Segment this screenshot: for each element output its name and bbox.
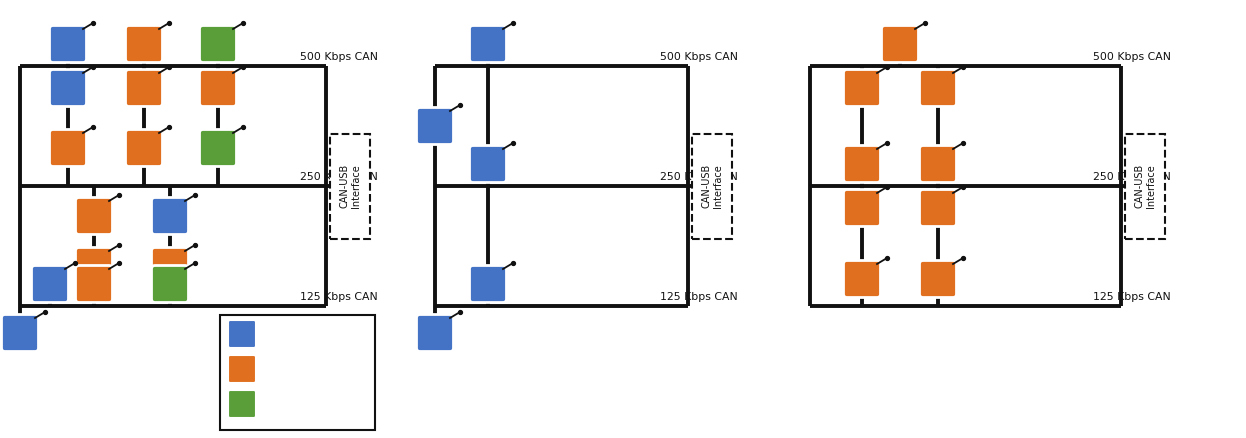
Text: OEM #1: OEM #1 — [265, 328, 316, 340]
Text: 250 Kbps CAN: 250 Kbps CAN — [300, 172, 378, 182]
FancyBboxPatch shape — [126, 70, 162, 106]
FancyBboxPatch shape — [126, 25, 162, 63]
FancyBboxPatch shape — [920, 145, 957, 183]
Bar — [1125, 134, 1165, 239]
FancyBboxPatch shape — [199, 25, 237, 63]
Text: 250 Kbps CAN: 250 Kbps CAN — [660, 172, 738, 182]
Bar — [330, 134, 370, 239]
FancyBboxPatch shape — [152, 198, 188, 234]
Text: OEM #3: OEM #3 — [265, 398, 316, 410]
FancyBboxPatch shape — [152, 265, 188, 303]
Text: 500 Kbps CAN: 500 Kbps CAN — [1093, 52, 1171, 62]
Text: CAN-USB
Interface: CAN-USB Interface — [339, 164, 361, 208]
Text: 125 Kbps CAN: 125 Kbps CAN — [1093, 292, 1171, 302]
FancyBboxPatch shape — [920, 70, 957, 106]
FancyBboxPatch shape — [76, 265, 112, 303]
Text: 500 Kbps CAN: 500 Kbps CAN — [660, 52, 738, 62]
FancyBboxPatch shape — [126, 130, 162, 166]
Text: OEM #2: OEM #2 — [265, 363, 316, 375]
FancyBboxPatch shape — [50, 70, 86, 106]
Text: 250 Kbps CAN: 250 Kbps CAN — [1093, 172, 1171, 182]
FancyBboxPatch shape — [50, 25, 86, 63]
FancyBboxPatch shape — [920, 261, 957, 297]
FancyBboxPatch shape — [152, 247, 188, 285]
FancyBboxPatch shape — [1, 314, 39, 352]
FancyBboxPatch shape — [470, 265, 507, 303]
FancyBboxPatch shape — [199, 130, 237, 166]
FancyBboxPatch shape — [844, 70, 881, 106]
FancyBboxPatch shape — [844, 190, 881, 226]
FancyBboxPatch shape — [228, 355, 255, 383]
Text: 125 Kbps CAN: 125 Kbps CAN — [660, 292, 738, 302]
FancyBboxPatch shape — [470, 25, 507, 63]
Text: CAN-USB
Interface: CAN-USB Interface — [701, 164, 723, 208]
Text: 500 Kbps CAN: 500 Kbps CAN — [300, 52, 378, 62]
FancyBboxPatch shape — [920, 190, 957, 226]
Bar — [692, 134, 731, 239]
FancyBboxPatch shape — [76, 198, 112, 234]
FancyBboxPatch shape — [228, 390, 255, 418]
FancyBboxPatch shape — [416, 314, 454, 352]
FancyBboxPatch shape — [881, 25, 918, 63]
FancyBboxPatch shape — [844, 261, 881, 297]
FancyBboxPatch shape — [416, 107, 454, 145]
FancyBboxPatch shape — [228, 320, 255, 348]
Text: CAN-USB
Interface: CAN-USB Interface — [1134, 164, 1156, 208]
FancyBboxPatch shape — [844, 145, 881, 183]
Bar — [221, 315, 375, 430]
FancyBboxPatch shape — [31, 265, 69, 303]
FancyBboxPatch shape — [50, 130, 86, 166]
FancyBboxPatch shape — [76, 247, 112, 285]
Text: 125 Kbps CAN: 125 Kbps CAN — [300, 292, 378, 302]
FancyBboxPatch shape — [470, 145, 507, 183]
FancyBboxPatch shape — [199, 70, 237, 106]
